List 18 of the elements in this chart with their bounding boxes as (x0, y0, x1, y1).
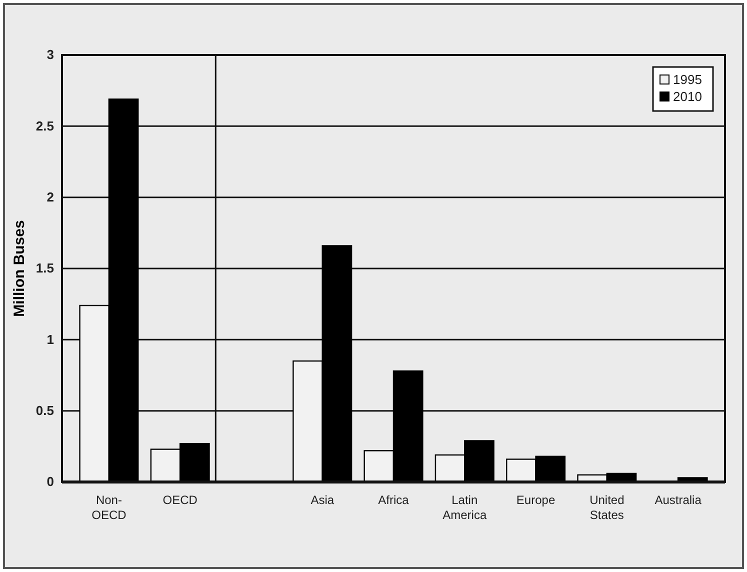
x-tick-label: Europe (516, 493, 556, 507)
x-tick-label: Asia (310, 493, 334, 507)
y-axis-title: Million Buses (11, 220, 28, 317)
x-tick-label: Australia (654, 493, 702, 507)
y-tick-label: 2 (46, 189, 54, 204)
y-tick-label: 2.5 (36, 118, 54, 134)
x-tick-label: OECD (162, 493, 198, 507)
x-tick-label: Africa (378, 493, 410, 507)
y-tick-label: 0 (46, 474, 54, 490)
y-tick-label: 1.5 (36, 260, 54, 276)
x-tick-label: Non- OECD (92, 493, 127, 522)
y-tick-label: 1 (46, 332, 54, 347)
y-tick-label: 3 (46, 47, 54, 62)
y-tick-label: 0.5 (36, 402, 54, 418)
legend-label: 1995 (673, 72, 702, 87)
x-tick-label: United States (590, 493, 624, 522)
legend-label: 2010 (673, 89, 702, 104)
x-tick-label: Latin America (442, 493, 487, 522)
